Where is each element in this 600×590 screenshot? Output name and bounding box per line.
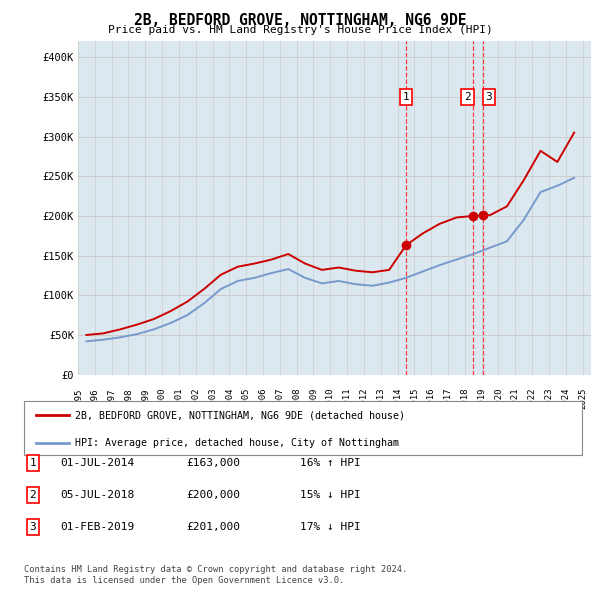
Text: 2011: 2011 xyxy=(343,388,352,409)
Text: 2008: 2008 xyxy=(292,388,301,409)
Text: 2001: 2001 xyxy=(175,388,184,409)
Text: 2022: 2022 xyxy=(527,388,536,409)
Text: 2016: 2016 xyxy=(427,388,436,409)
Text: 2014: 2014 xyxy=(393,388,402,409)
Text: £200,000: £200,000 xyxy=(186,490,240,500)
Text: HPI: Average price, detached house, City of Nottingham: HPI: Average price, detached house, City… xyxy=(75,438,399,447)
Text: 2023: 2023 xyxy=(544,388,553,409)
Text: 2025: 2025 xyxy=(578,388,587,409)
Text: 2013: 2013 xyxy=(376,388,385,409)
Text: £201,000: £201,000 xyxy=(186,522,240,532)
Text: 2010: 2010 xyxy=(326,388,335,409)
Text: 2019: 2019 xyxy=(477,388,486,409)
Text: 05-JUL-2018: 05-JUL-2018 xyxy=(60,490,134,500)
Text: 2B, BEDFORD GROVE, NOTTINGHAM, NG6 9DE (detached house): 2B, BEDFORD GROVE, NOTTINGHAM, NG6 9DE (… xyxy=(75,411,405,420)
Text: 2006: 2006 xyxy=(259,388,268,409)
Text: 2: 2 xyxy=(464,92,471,102)
Text: 2002: 2002 xyxy=(191,388,200,409)
Text: 2024: 2024 xyxy=(561,388,570,409)
Text: 2000: 2000 xyxy=(158,388,167,409)
Text: 2020: 2020 xyxy=(494,388,503,409)
Text: 2012: 2012 xyxy=(359,388,368,409)
Text: This data is licensed under the Open Government Licence v3.0.: This data is licensed under the Open Gov… xyxy=(24,576,344,585)
Text: 1997: 1997 xyxy=(107,388,116,409)
Text: Price paid vs. HM Land Registry's House Price Index (HPI): Price paid vs. HM Land Registry's House … xyxy=(107,25,493,35)
Text: 17% ↓ HPI: 17% ↓ HPI xyxy=(300,522,361,532)
Text: 1999: 1999 xyxy=(141,388,150,409)
Text: 2021: 2021 xyxy=(511,388,520,409)
Text: 2015: 2015 xyxy=(410,388,419,409)
Text: 2007: 2007 xyxy=(275,388,284,409)
Text: 3: 3 xyxy=(29,522,37,532)
Text: 1995: 1995 xyxy=(74,388,83,409)
Text: 15% ↓ HPI: 15% ↓ HPI xyxy=(300,490,361,500)
Text: 2003: 2003 xyxy=(208,388,217,409)
Text: Contains HM Land Registry data © Crown copyright and database right 2024.: Contains HM Land Registry data © Crown c… xyxy=(24,565,407,574)
Text: 2005: 2005 xyxy=(242,388,251,409)
Text: 2B, BEDFORD GROVE, NOTTINGHAM, NG6 9DE: 2B, BEDFORD GROVE, NOTTINGHAM, NG6 9DE xyxy=(134,13,466,28)
Text: 1996: 1996 xyxy=(91,388,100,409)
Text: 01-FEB-2019: 01-FEB-2019 xyxy=(60,522,134,532)
Text: 1: 1 xyxy=(29,458,37,468)
Text: 1: 1 xyxy=(403,92,409,102)
Text: 2009: 2009 xyxy=(309,388,318,409)
Text: 1998: 1998 xyxy=(124,388,133,409)
Text: 3: 3 xyxy=(485,92,492,102)
Text: 2018: 2018 xyxy=(460,388,469,409)
Text: £163,000: £163,000 xyxy=(186,458,240,468)
Text: 2017: 2017 xyxy=(443,388,452,409)
Text: 16% ↑ HPI: 16% ↑ HPI xyxy=(300,458,361,468)
Text: 01-JUL-2014: 01-JUL-2014 xyxy=(60,458,134,468)
Text: 2: 2 xyxy=(29,490,37,500)
Text: 2004: 2004 xyxy=(225,388,234,409)
